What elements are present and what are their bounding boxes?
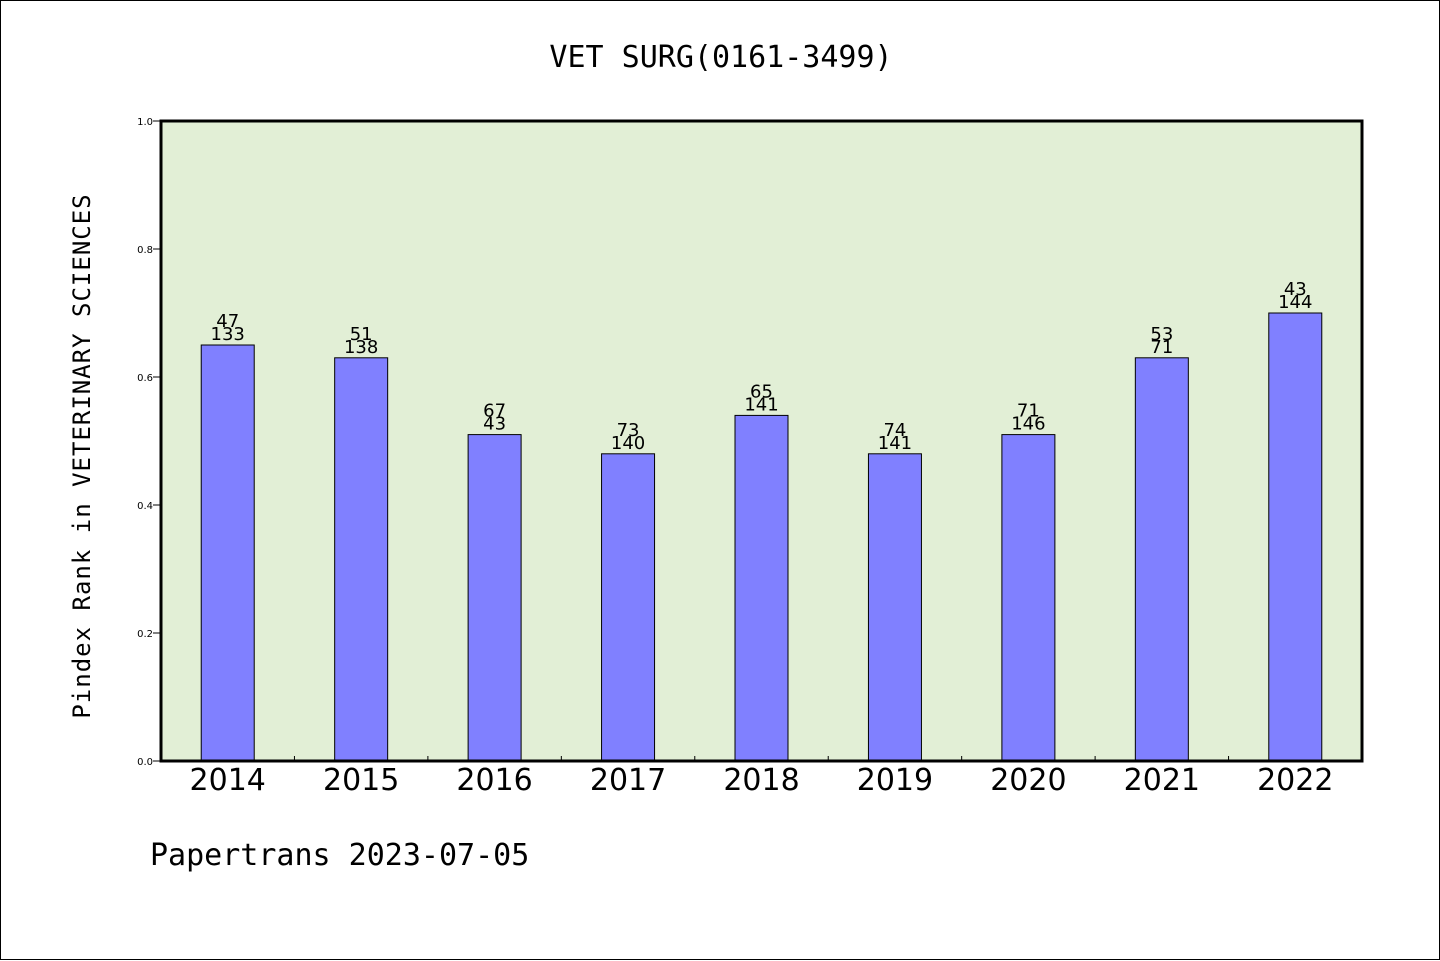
data-label-top: 43 xyxy=(1284,279,1307,300)
data-label-top: 67 xyxy=(483,401,506,422)
y-axis: 0.0 0.2 0.4 0.6 0.8 1.0 xyxy=(137,117,161,768)
footer-text: Papertrans 2023-07-05 xyxy=(150,838,529,873)
data-label-bottom: 43 xyxy=(483,414,506,435)
x-tick-label: 2020 xyxy=(990,763,1066,798)
data-label-top: 74 xyxy=(883,420,906,441)
x-tick-label: 2015 xyxy=(323,763,399,798)
bar xyxy=(1001,434,1056,762)
bar xyxy=(734,414,789,762)
chart-title: VET SURG(0161-3499) xyxy=(549,40,892,75)
y-tick-label: 0.8 xyxy=(137,245,153,256)
plot-border xyxy=(159,119,1364,763)
x-tick-label: 2014 xyxy=(190,763,266,798)
bar xyxy=(334,357,389,762)
data-label-bottom: 71 xyxy=(1150,337,1173,358)
bar xyxy=(1268,312,1323,762)
x-tick-label: 2019 xyxy=(857,763,933,798)
data-label-bottom: 141 xyxy=(744,394,778,415)
data-label-bottom: 133 xyxy=(211,324,245,345)
y-tick-label: 0.6 xyxy=(137,373,153,384)
data-label-top: 47 xyxy=(216,311,239,332)
x-tick-label: 2022 xyxy=(1257,763,1333,798)
bar xyxy=(1134,357,1189,762)
x-tick-label: 2021 xyxy=(1124,763,1200,798)
y-tick-label: 1.0 xyxy=(137,117,153,128)
bars xyxy=(200,312,1323,762)
data-label-top: 53 xyxy=(1150,324,1173,345)
bar xyxy=(467,434,522,762)
data-label-bottom: 138 xyxy=(344,337,378,358)
data-label-top: 73 xyxy=(617,420,640,441)
y-tick-label: 0.0 xyxy=(137,757,153,768)
data-label-bottom: 144 xyxy=(1278,292,1312,313)
data-label-top: 71 xyxy=(1017,401,1040,422)
bar xyxy=(867,453,922,762)
data-label-bottom: 146 xyxy=(1011,414,1045,435)
y-tick-label: 0.4 xyxy=(137,501,153,512)
x-tick-label: 2017 xyxy=(590,763,666,798)
data-label-bottom: 141 xyxy=(878,433,912,454)
y-tick-label: 0.2 xyxy=(137,629,153,640)
data-label-top: 65 xyxy=(750,381,773,402)
x-axis: 2014 2015 2016 2017 2018 2019 2020 2021 2022 xyxy=(190,756,1333,798)
data-label-top: 51 xyxy=(350,324,373,345)
bar xyxy=(200,344,255,762)
data-label-bottom: 140 xyxy=(611,433,645,454)
x-tick-label: 2018 xyxy=(723,763,799,798)
x-tick-label: 2016 xyxy=(456,763,532,798)
y-axis-label: Pindex Rank in VETERINARY SCIENCES xyxy=(68,193,96,718)
bar xyxy=(601,453,656,762)
